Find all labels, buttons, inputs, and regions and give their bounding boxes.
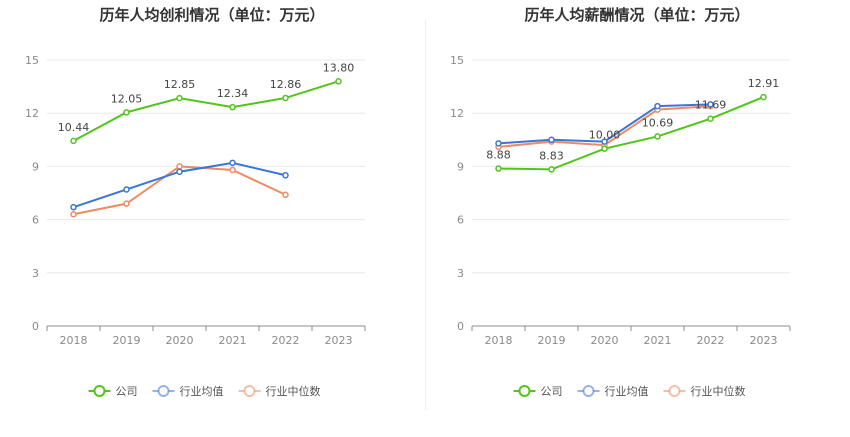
data-point[interactable] (495, 165, 502, 172)
data-point[interactable] (123, 109, 130, 116)
data-label: 12.34 (217, 87, 249, 100)
y-tick-label: 0 (32, 320, 39, 333)
y-tick-label: 6 (32, 214, 39, 227)
chart-salary: 历年人均薪酬情况（单位：万元） 0 3 6 9 12 15 2018 2019 2020 2021 2… (450, 6, 791, 398)
legend-item-1[interactable]: 行业均值 (577, 385, 649, 398)
legend-marker (157, 385, 170, 397)
legend-label: 行业均值 (605, 385, 649, 398)
data-point[interactable] (229, 166, 236, 174)
legend-item-2[interactable]: 行业中位数 (663, 384, 746, 398)
series-line-0 (498, 96, 764, 171)
data-point[interactable] (70, 137, 77, 145)
data-label: 12.85 (164, 78, 196, 91)
x-tick-label: 2018 (485, 334, 513, 347)
y-tick-label: 15 (450, 54, 464, 67)
x-tick-label: 2021 (644, 334, 672, 347)
y-tick-label: 3 (32, 267, 39, 280)
y-tick-label: 0 (457, 320, 464, 333)
legend-marker (518, 385, 531, 397)
data-point[interactable] (70, 203, 77, 211)
y-tick-label: 6 (457, 214, 464, 227)
x-tick-label: 2018 (60, 334, 88, 347)
data-point[interactable] (282, 94, 289, 102)
data-label: 12.91 (748, 77, 780, 90)
data-label: 13.80 (323, 61, 355, 74)
data-point[interactable] (707, 101, 714, 108)
x-tick-label: 2022 (272, 334, 300, 347)
chart-title: 历年人均薪酬情况（单位：万元） (524, 6, 749, 24)
data-label: 10.69 (642, 116, 674, 129)
y-tick-label: 15 (25, 54, 39, 67)
legend-marker (668, 385, 681, 397)
data-label: 8.83 (539, 149, 564, 162)
x-tick-label: 2019 (538, 334, 566, 347)
y-tick-label: 9 (457, 160, 464, 173)
data-point[interactable] (70, 211, 77, 218)
data-point[interactable] (176, 94, 183, 102)
data-point[interactable] (654, 133, 661, 140)
data-point[interactable] (601, 145, 608, 152)
data-point[interactable] (335, 78, 342, 85)
legend-label: 公司 (116, 385, 138, 398)
panel-divider (425, 20, 426, 410)
chart-panel-salary: 历年人均薪酬情况（单位：万元） 0 3 6 9 12 15 2018 2019 2020 2021 2… (425, 0, 850, 437)
data-point[interactable] (282, 191, 289, 199)
data-point[interactable] (229, 103, 236, 111)
y-tick-label: 9 (32, 160, 39, 173)
legend-item-0[interactable]: 公司 (513, 385, 563, 398)
y-tick-label: 12 (25, 107, 39, 120)
chart-profit: 历年人均创利情况（单位：万元） 0 3 6 9 12 15 2018 2019 2020 2021 2… (25, 6, 366, 398)
legend-label: 行业均值 (180, 385, 224, 398)
legend-marker (243, 385, 256, 397)
data-point[interactable] (601, 138, 608, 145)
y-tick-label: 3 (457, 267, 464, 280)
x-tick-label: 2021 (219, 334, 247, 347)
legend-label: 公司 (541, 385, 563, 398)
data-point[interactable] (707, 115, 714, 122)
data-point[interactable] (176, 163, 183, 170)
data-label: 10.00 (589, 129, 621, 142)
data-label: 11.69 (695, 99, 727, 112)
chart-panel-profit: 历年人均创利情况（单位：万元） 0 3 6 9 12 15 2018 2019 2020 2021 2… (25, 6, 366, 398)
x-tick-label: 2019 (113, 334, 141, 347)
data-point[interactable] (123, 186, 130, 193)
data-point[interactable] (654, 102, 661, 110)
data-point[interactable] (760, 93, 767, 101)
legend-marker (93, 385, 106, 397)
data-point[interactable] (229, 159, 236, 167)
data-point[interactable] (176, 168, 183, 175)
data-point[interactable] (282, 172, 289, 179)
legend-label: 行业中位数 (691, 384, 746, 398)
legend-marker (582, 385, 595, 397)
y-tick-label: 12 (450, 107, 464, 120)
data-label: 12.86 (270, 78, 302, 91)
chart-title: 历年人均创利情况（单位：万元） (99, 6, 324, 24)
x-tick-label: 2020 (591, 334, 619, 347)
series-line-0 (73, 80, 339, 142)
legend-item-2[interactable]: 行业中位数 (238, 384, 321, 398)
data-point[interactable] (548, 166, 555, 173)
data-label: 8.88 (486, 149, 511, 162)
legend-label: 行业中位数 (266, 384, 321, 398)
legend-item-1[interactable]: 行业均值 (152, 385, 224, 398)
x-tick-label: 2022 (697, 334, 725, 347)
data-label: 12.05 (111, 92, 143, 105)
data-point[interactable] (495, 140, 502, 147)
x-tick-label: 2020 (166, 334, 194, 347)
legend-item-0[interactable]: 公司 (88, 385, 138, 398)
data-point[interactable] (548, 136, 555, 144)
data-label: 10.44 (58, 121, 90, 134)
data-point[interactable] (123, 200, 130, 207)
x-tick-label: 2023 (325, 334, 353, 347)
x-tick-label: 2023 (750, 334, 778, 347)
